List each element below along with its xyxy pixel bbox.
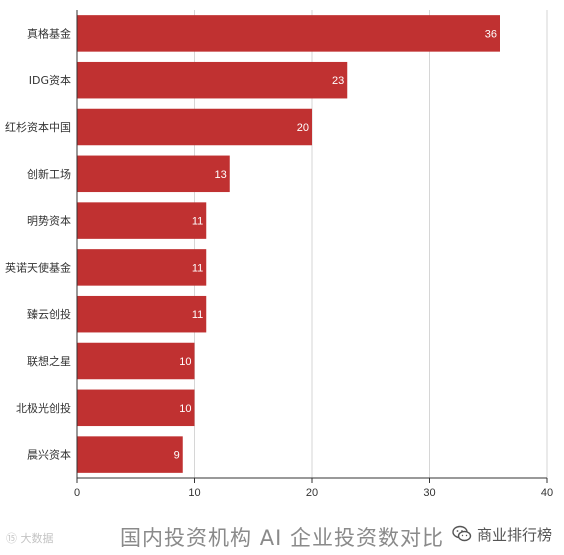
x-tick-label: 40 — [541, 487, 553, 499]
bar — [77, 436, 183, 473]
watermark-right: 商业排行榜 — [447, 521, 556, 547]
category-label: 臻云创投 — [27, 307, 71, 321]
data-label: 11 — [192, 309, 203, 321]
chart-caption: 国内投资机构 AI 企业投资数对比 — [120, 526, 444, 550]
data-label: 13 — [215, 169, 227, 181]
data-label: 36 — [485, 28, 497, 40]
x-tick-label: 10 — [188, 487, 200, 499]
category-label: IDG资本 — [29, 73, 71, 87]
data-label: 9 — [174, 450, 180, 462]
bar — [77, 389, 195, 427]
bar — [77, 342, 195, 380]
category-label: 晨兴资本 — [27, 448, 71, 462]
category-label: 北极光创投 — [16, 401, 71, 415]
watermark-right-text: 商业排行榜 — [476, 525, 552, 544]
bar — [77, 61, 348, 99]
category-label: 红杉资本中国 — [5, 120, 71, 134]
x-tick-label: 0 — [74, 487, 80, 499]
category-label: 英诺天使基金 — [5, 260, 71, 274]
watermark-left: ⑮ 大数据 — [6, 532, 54, 545]
category-label: 联想之星 — [27, 354, 71, 368]
x-tick-label: 20 — [306, 487, 318, 499]
data-label: 20 — [297, 122, 309, 134]
category-label: 明势资本 — [27, 214, 71, 228]
bar — [77, 108, 312, 146]
data-label: 10 — [179, 403, 191, 415]
data-label: 23 — [332, 75, 344, 87]
category-label: 真格基金 — [27, 26, 71, 40]
bar — [77, 202, 207, 239]
data-label: 11 — [192, 262, 203, 274]
category-label: 创新工场 — [27, 167, 71, 181]
bar — [77, 155, 230, 193]
data-label: 11 — [192, 216, 203, 228]
chart-svg: 36 真格基金 23 IDG资本 20 红杉资本中国 13 创新工场 11 明势资本 11 英诺天使基… — [5, 10, 553, 499]
bar — [77, 249, 207, 286]
bar — [77, 295, 207, 333]
bar-chart: 36 真格基金 23 IDG资本 20 红杉资本中国 13 创新工场 11 明势资本 11 英诺天使基… — [5, 10, 553, 499]
data-label: 10 — [179, 356, 191, 368]
bar — [77, 15, 500, 52]
x-tick-label: 30 — [423, 487, 435, 499]
wechat-icon — [452, 525, 472, 542]
